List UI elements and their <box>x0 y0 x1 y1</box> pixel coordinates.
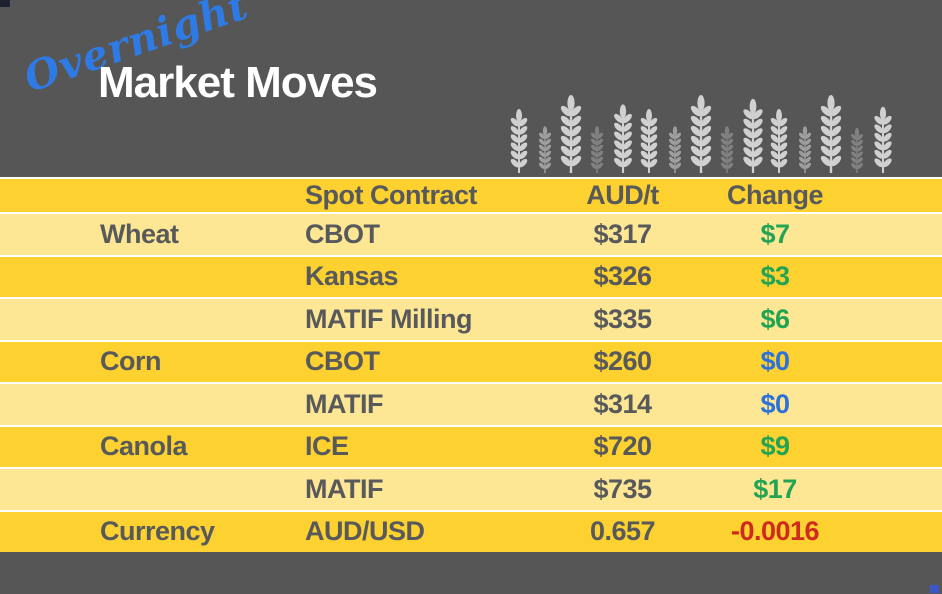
contract-cell: MATIF <box>305 388 383 419</box>
header-banner: Overnight Market Moves <box>0 0 942 177</box>
change-cell: $6 <box>760 303 790 334</box>
header-aud-t: AUD/t <box>586 180 659 210</box>
price-cell: $317 <box>593 218 652 249</box>
corner-accent-top-left <box>0 0 10 7</box>
commodity-cell: Wheat <box>100 218 179 249</box>
table-row: Currency AUD/USD 0.657 -0.0016 <box>0 511 942 552</box>
price-cell: $260 <box>593 346 652 377</box>
change-cell: $0 <box>760 388 790 419</box>
contract-cell: ICE <box>305 431 349 462</box>
table-row: Wheat CBOT $317 $7 <box>0 214 942 255</box>
commodity-cell: Currency <box>100 516 215 547</box>
wheat-icons-row <box>509 95 894 173</box>
contract-cell: Kansas <box>305 261 399 292</box>
table-row: MATIF $314 $0 <box>0 384 942 425</box>
table-row: Canola ICE $720 $9 <box>0 426 942 467</box>
wheat-icon <box>850 127 864 173</box>
corner-accent-bottom-right <box>930 585 939 593</box>
price-cell: $314 <box>593 388 652 419</box>
table-row: Kansas $326 $3 <box>0 256 942 297</box>
price-cell: $335 <box>593 303 652 334</box>
wheat-icon <box>537 126 553 173</box>
change-cell: $9 <box>760 431 790 462</box>
wheat-icon <box>589 126 605 173</box>
wheat-icon <box>872 106 894 173</box>
header-spot-contract: Spot Contract <box>305 180 478 210</box>
price-cell: $735 <box>593 473 652 504</box>
price-cell: $326 <box>593 261 652 292</box>
change-cell: -0.0016 <box>730 516 820 547</box>
wheat-icon <box>797 126 813 173</box>
wheat-icon <box>612 104 634 173</box>
footer-banner <box>0 552 942 594</box>
wheat-icon <box>741 98 765 173</box>
change-cell: $7 <box>760 218 790 249</box>
wheat-icon <box>769 109 789 173</box>
wheat-icon <box>639 109 659 173</box>
change-cell: $3 <box>760 261 790 292</box>
change-cell: $0 <box>760 346 790 377</box>
page-title: Market Moves <box>98 58 378 107</box>
header-change: Change <box>726 180 824 210</box>
table-row: MATIF Milling $335 $6 <box>0 299 942 340</box>
wheat-icon <box>509 109 529 173</box>
contract-cell: AUD/USD <box>305 516 425 547</box>
wheat-icon <box>689 95 713 173</box>
wheat-icon <box>719 126 735 173</box>
contract-cell: MATIF Milling <box>305 303 472 334</box>
contract-cell: MATIF <box>305 473 383 504</box>
market-table: Spot Contract AUD/t Change Wheat CBOT $3… <box>0 177 942 552</box>
table-row: Corn CBOT $260 $0 <box>0 341 942 382</box>
commodity-cell: Corn <box>100 346 162 377</box>
price-cell: 0.657 <box>589 516 656 547</box>
commodity-cell: Canola <box>100 431 188 462</box>
contract-cell: CBOT <box>305 218 380 249</box>
table-row: MATIF $735 $17 <box>0 469 942 510</box>
price-cell: $720 <box>593 431 652 462</box>
table-header-row: Spot Contract AUD/t Change <box>0 179 942 212</box>
wheat-icon <box>559 95 583 173</box>
wheat-icon <box>819 95 843 173</box>
change-cell: $17 <box>753 473 797 504</box>
contract-cell: CBOT <box>305 346 380 377</box>
wheat-icon <box>667 126 683 173</box>
